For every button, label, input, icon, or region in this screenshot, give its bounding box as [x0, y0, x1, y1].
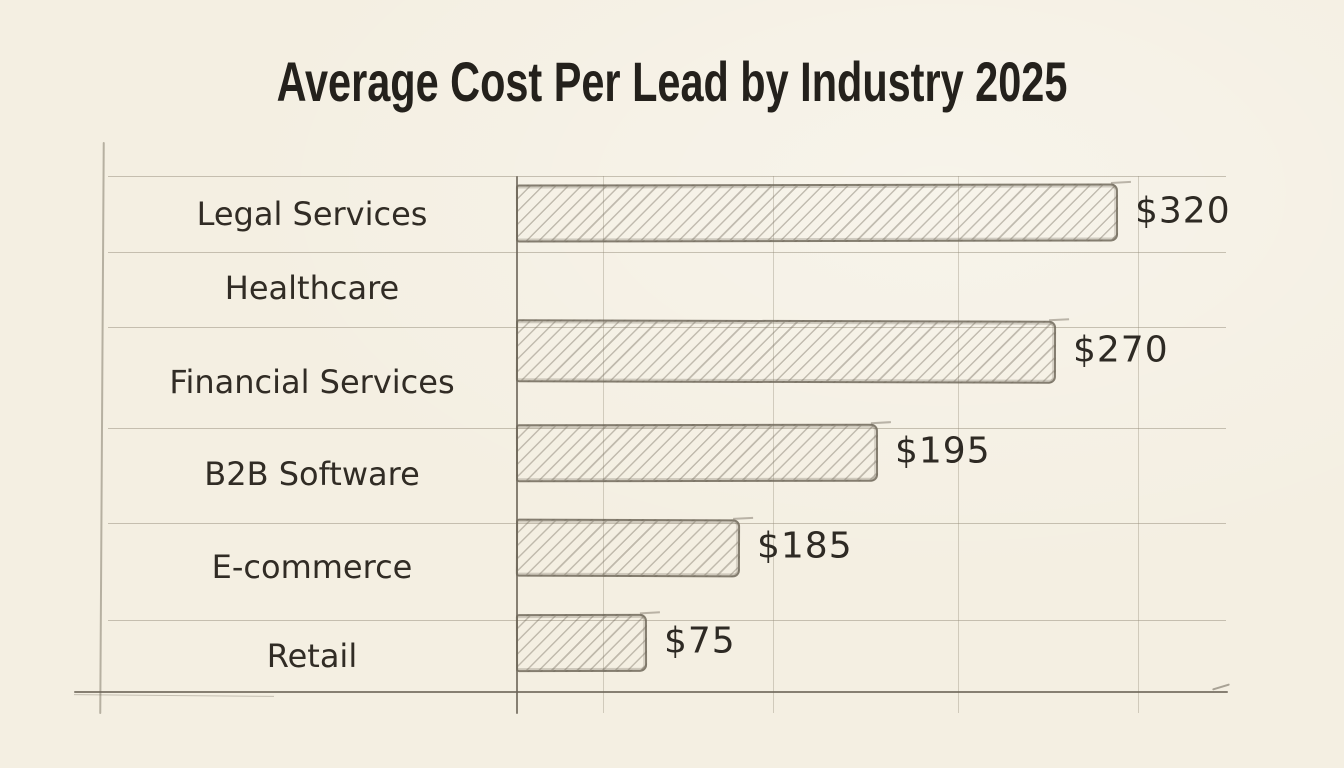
x-axis-sketch-stroke	[73, 694, 275, 697]
category-label-financial-services: Financial Services	[169, 363, 455, 401]
value-gridline-2	[958, 176, 959, 713]
value-label-legal-services: $320	[1135, 190, 1231, 232]
bar-b2b-software	[515, 423, 879, 483]
x-axis-line	[74, 691, 1228, 693]
bar-legal-services	[515, 183, 1119, 243]
category-label-legal-services: Legal Services	[196, 195, 428, 233]
row-gridline-0	[108, 176, 1226, 177]
value-label-retail: $75	[664, 620, 736, 662]
bar-financial-services	[515, 319, 1057, 384]
value-label-e-commerce: $185	[757, 525, 853, 567]
value-label-financial-services: $270	[1073, 329, 1169, 370]
category-label-retail: Retail	[266, 637, 358, 675]
x-axis-arrow-flick	[1212, 683, 1230, 691]
chart-title: Average Cost Per Lead by Industry 2025	[276, 50, 1068, 113]
value-gridline-3	[1138, 176, 1139, 713]
category-label-e-commerce: E-commerce	[211, 548, 413, 586]
bar-e-commerce	[515, 518, 741, 578]
category-label-healthcare: Healthcare	[224, 269, 400, 307]
row-gridline-5	[108, 620, 1226, 621]
row-gridline-1	[108, 252, 1226, 253]
category-label-b2b-software: B2B Software	[204, 455, 420, 493]
value-label-b2b-software: $195	[895, 430, 991, 472]
bar-retail	[515, 613, 648, 673]
left-frame-line	[99, 141, 105, 715]
